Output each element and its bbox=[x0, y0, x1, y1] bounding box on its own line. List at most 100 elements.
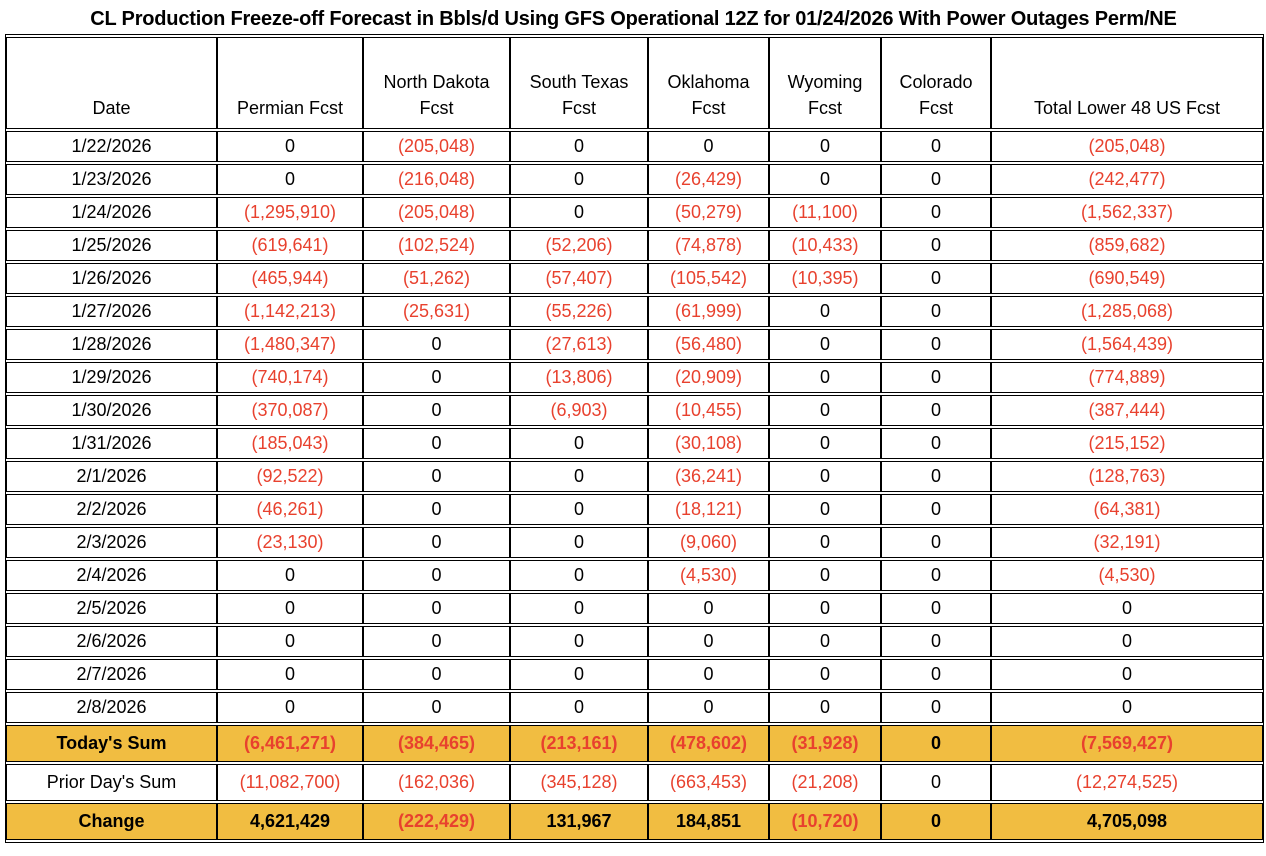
value-cell: (216,048) bbox=[363, 164, 510, 195]
value-cell: (1,142,213) bbox=[217, 296, 363, 327]
table-row: 2/6/2026 0 0 0 0 0 0 0 bbox=[6, 626, 1263, 657]
value-cell: 0 bbox=[510, 527, 648, 558]
value-cell: 0 bbox=[881, 560, 991, 591]
value-cell: 0 bbox=[363, 329, 510, 360]
summary-value-cell: (384,465) bbox=[363, 725, 510, 762]
value-cell: (46,261) bbox=[217, 494, 363, 525]
table-row: 2/3/2026 (23,130) 0 0 (9,060) 0 0 (32,191) bbox=[6, 527, 1263, 558]
value-cell: (185,043) bbox=[217, 428, 363, 459]
value-cell: 0 bbox=[363, 362, 510, 393]
value-cell: (23,130) bbox=[217, 527, 363, 558]
value-cell: 0 bbox=[510, 461, 648, 492]
value-cell: 0 bbox=[881, 197, 991, 228]
value-cell: (1,480,347) bbox=[217, 329, 363, 360]
value-cell: 0 bbox=[881, 164, 991, 195]
value-cell: 0 bbox=[881, 131, 991, 162]
value-cell: 0 bbox=[881, 626, 991, 657]
value-cell: 0 bbox=[769, 692, 881, 723]
value-cell: 0 bbox=[769, 296, 881, 327]
date-cell: 1/29/2026 bbox=[6, 362, 217, 393]
summary-row: Change 4,621,429 (222,429) 131,967 184,851 (1… bbox=[6, 803, 1263, 840]
value-cell: (859,682) bbox=[991, 230, 1263, 261]
date-cell: 1/25/2026 bbox=[6, 230, 217, 261]
value-cell: 0 bbox=[217, 164, 363, 195]
column-header: Total Lower 48 US Fcst bbox=[991, 37, 1263, 129]
summary-row: Prior Day's Sum (11,082,700) (162,036) (345… bbox=[6, 764, 1263, 801]
value-cell: 0 bbox=[363, 527, 510, 558]
value-cell: 0 bbox=[510, 131, 648, 162]
value-cell: (26,429) bbox=[648, 164, 769, 195]
column-header: South Texas Fcst bbox=[510, 37, 648, 129]
value-cell: (18,121) bbox=[648, 494, 769, 525]
value-cell: 0 bbox=[769, 461, 881, 492]
date-cell: 1/24/2026 bbox=[6, 197, 217, 228]
date-cell: 2/2/2026 bbox=[6, 494, 217, 525]
value-cell: (61,999) bbox=[648, 296, 769, 327]
value-cell: (690,549) bbox=[991, 263, 1263, 294]
value-cell: 0 bbox=[217, 560, 363, 591]
value-cell: 0 bbox=[363, 461, 510, 492]
value-cell: (619,641) bbox=[217, 230, 363, 261]
value-cell: 0 bbox=[363, 593, 510, 624]
value-cell: (11,100) bbox=[769, 197, 881, 228]
value-cell: 0 bbox=[769, 329, 881, 360]
date-cell: 1/27/2026 bbox=[6, 296, 217, 327]
value-cell: (55,226) bbox=[510, 296, 648, 327]
value-cell: (465,944) bbox=[217, 263, 363, 294]
summary-label: Today's Sum bbox=[6, 725, 217, 762]
value-cell: 0 bbox=[363, 494, 510, 525]
value-cell: 0 bbox=[881, 692, 991, 723]
value-cell: (20,909) bbox=[648, 362, 769, 393]
value-cell: 0 bbox=[363, 395, 510, 426]
date-cell: 1/30/2026 bbox=[6, 395, 217, 426]
date-cell: 1/31/2026 bbox=[6, 428, 217, 459]
value-cell: (1,295,910) bbox=[217, 197, 363, 228]
summary-label: Change bbox=[6, 803, 217, 840]
date-cell: 1/28/2026 bbox=[6, 329, 217, 360]
column-header: Oklahoma Fcst bbox=[648, 37, 769, 129]
summary-value-cell: (31,928) bbox=[769, 725, 881, 762]
summary-value-cell: (478,602) bbox=[648, 725, 769, 762]
value-cell: 0 bbox=[769, 428, 881, 459]
table-row: 2/8/2026 0 0 0 0 0 0 0 bbox=[6, 692, 1263, 723]
value-cell: 0 bbox=[510, 692, 648, 723]
value-cell: 0 bbox=[769, 560, 881, 591]
summary-value-cell: (10,720) bbox=[769, 803, 881, 840]
value-cell: 0 bbox=[510, 560, 648, 591]
value-cell: 0 bbox=[881, 395, 991, 426]
value-cell: 0 bbox=[881, 527, 991, 558]
value-cell: 0 bbox=[510, 197, 648, 228]
value-cell: (105,542) bbox=[648, 263, 769, 294]
date-cell: 2/8/2026 bbox=[6, 692, 217, 723]
value-cell: 0 bbox=[769, 593, 881, 624]
value-cell: 0 bbox=[510, 494, 648, 525]
value-cell: 0 bbox=[217, 626, 363, 657]
value-cell: (57,407) bbox=[510, 263, 648, 294]
value-cell: (1,564,439) bbox=[991, 329, 1263, 360]
value-cell: (6,903) bbox=[510, 395, 648, 426]
value-cell: 0 bbox=[363, 626, 510, 657]
value-cell: (205,048) bbox=[991, 131, 1263, 162]
column-header: North Dakota Fcst bbox=[363, 37, 510, 129]
summary-row: Today's Sum (6,461,271) (384,465) (213,161)… bbox=[6, 725, 1263, 762]
value-cell: 0 bbox=[881, 329, 991, 360]
value-cell: (102,524) bbox=[363, 230, 510, 261]
table-row: 2/1/2026 (92,522) 0 0 (36,241) 0 0 (128,763) bbox=[6, 461, 1263, 492]
date-cell: 2/3/2026 bbox=[6, 527, 217, 558]
value-cell: (52,206) bbox=[510, 230, 648, 261]
table-row: 1/29/2026 (740,174) 0 (13,806) (20,909) 0 0 (77… bbox=[6, 362, 1263, 393]
summary-value-cell: (213,161) bbox=[510, 725, 648, 762]
value-cell: 0 bbox=[363, 692, 510, 723]
value-cell: 0 bbox=[881, 593, 991, 624]
value-cell: 0 bbox=[769, 626, 881, 657]
value-cell: 0 bbox=[769, 395, 881, 426]
value-cell: 0 bbox=[648, 131, 769, 162]
summary-value-cell: 131,967 bbox=[510, 803, 648, 840]
value-cell: 0 bbox=[510, 164, 648, 195]
table-row: 1/25/2026 (619,641) (102,524) (52,206) (74,8… bbox=[6, 230, 1263, 261]
summary-value-cell: 4,621,429 bbox=[217, 803, 363, 840]
table-row: 1/26/2026 (465,944) (51,262) (57,407) (105,5… bbox=[6, 263, 1263, 294]
column-header: Wyoming Fcst bbox=[769, 37, 881, 129]
value-cell: (36,241) bbox=[648, 461, 769, 492]
value-cell: (64,381) bbox=[991, 494, 1263, 525]
